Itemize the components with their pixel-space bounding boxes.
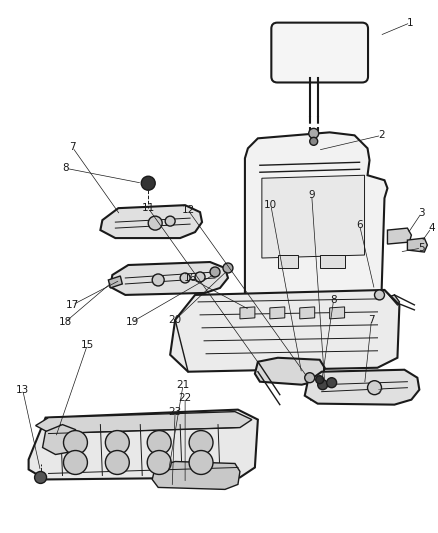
Circle shape [141,176,155,190]
Text: 2: 2 [377,131,384,140]
Polygon shape [240,307,254,319]
Circle shape [209,267,219,277]
Circle shape [35,472,46,483]
Text: 23: 23 [168,407,181,417]
Text: 22: 22 [178,393,191,402]
Circle shape [309,138,317,146]
Circle shape [147,431,171,455]
Polygon shape [319,255,344,268]
Circle shape [165,216,175,226]
Polygon shape [108,276,122,288]
Polygon shape [269,307,284,319]
Polygon shape [406,238,426,252]
Circle shape [315,376,323,384]
Circle shape [374,290,384,300]
Text: 1: 1 [406,18,413,28]
Text: 5: 5 [417,243,424,253]
Circle shape [64,450,87,474]
Text: T: T [377,389,381,394]
Polygon shape [367,295,399,315]
Circle shape [180,273,190,283]
Polygon shape [42,425,78,455]
Polygon shape [152,462,240,489]
Circle shape [367,381,381,394]
Circle shape [189,450,212,474]
Circle shape [304,373,314,383]
Polygon shape [110,262,227,295]
Text: 12: 12 [181,205,194,215]
Text: 13: 13 [16,385,29,394]
Circle shape [326,378,336,387]
Text: 4: 4 [427,223,434,233]
Circle shape [308,128,318,139]
Circle shape [147,450,171,474]
Circle shape [189,431,212,455]
Polygon shape [329,307,344,319]
Polygon shape [299,307,314,319]
Text: 7: 7 [69,142,76,152]
Circle shape [105,431,129,455]
Polygon shape [277,255,297,268]
Circle shape [194,272,205,282]
Circle shape [64,431,87,455]
Text: 10: 10 [264,200,277,210]
Polygon shape [254,358,324,385]
Polygon shape [261,175,364,258]
Text: 17: 17 [66,300,79,310]
Circle shape [148,216,162,230]
Text: 18: 18 [59,317,72,327]
Circle shape [152,274,164,286]
Text: 8: 8 [62,163,69,173]
FancyBboxPatch shape [271,22,367,83]
Text: 9: 9 [307,190,314,200]
Polygon shape [35,411,251,433]
Text: 15: 15 [81,340,94,350]
Text: 16: 16 [183,273,196,283]
Polygon shape [304,370,418,405]
Text: 8: 8 [329,295,336,305]
Text: 3: 3 [417,208,424,218]
Polygon shape [100,205,201,238]
Text: 6: 6 [355,220,362,230]
Text: 19: 19 [125,317,138,327]
Polygon shape [170,290,399,372]
Circle shape [223,263,233,273]
Text: 7: 7 [367,315,374,325]
Text: 20: 20 [168,315,181,325]
Circle shape [317,379,327,390]
Polygon shape [28,410,257,480]
Circle shape [105,450,129,474]
Polygon shape [244,132,387,312]
Text: 11: 11 [141,203,155,213]
Text: 21: 21 [176,379,189,390]
Polygon shape [387,228,410,244]
